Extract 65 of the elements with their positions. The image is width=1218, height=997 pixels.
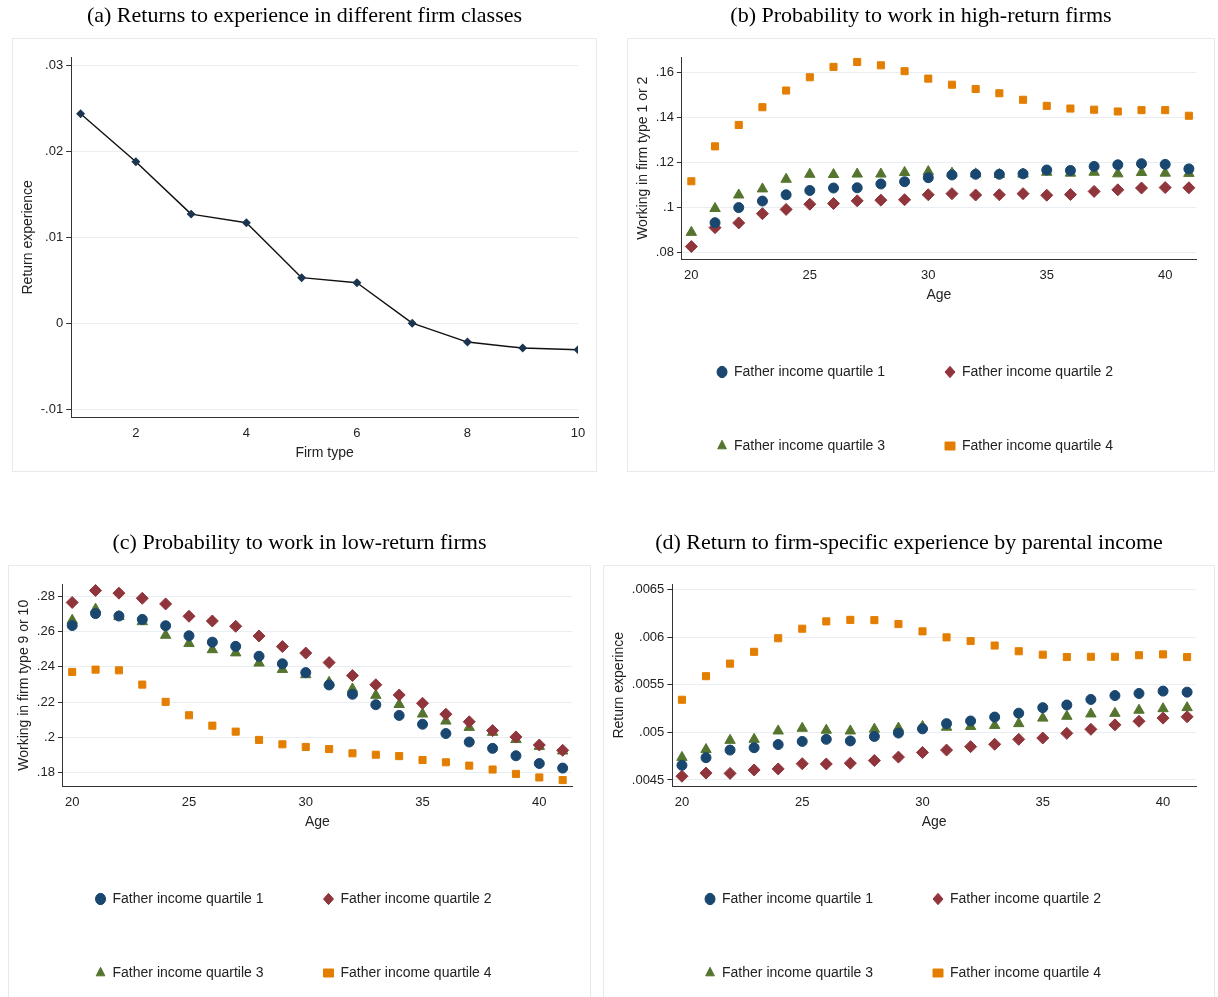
x-tick-label: 25 xyxy=(802,266,818,282)
y-tick-label: .16 xyxy=(655,64,674,80)
legend-label: Father income quartile 4 xyxy=(950,963,1102,980)
legend-label: Father income quartile 1 xyxy=(112,889,264,906)
y-tick-label: 0 xyxy=(55,314,64,330)
x-axis-title: Firm type xyxy=(295,444,354,461)
y-tick-label: -.01 xyxy=(40,400,64,416)
y-tick-label: .1 xyxy=(663,199,674,215)
x-tick-label: 35 xyxy=(1039,266,1054,282)
x-axis-title: Age xyxy=(304,813,331,830)
x-tick-label: 30 xyxy=(921,266,936,282)
x-tick-label: 40 xyxy=(1155,793,1171,809)
legend-label: Father income quartile 1 xyxy=(722,889,874,906)
x-tick-label: 30 xyxy=(915,793,930,809)
x-tick-label: 25 xyxy=(794,793,810,809)
x-tick-label: 40 xyxy=(532,793,547,809)
x-tick-label: 8 xyxy=(463,424,472,440)
y-tick-label: .28 xyxy=(36,587,55,603)
x-tick-label: 4 xyxy=(242,424,251,440)
y-tick-label: .2 xyxy=(44,728,55,744)
y-axis-title: Return experince xyxy=(610,631,627,739)
y-tick-label: .26 xyxy=(36,623,55,639)
legend-label: Father income quartile 3 xyxy=(722,963,874,980)
legend-label: Father income quartile 3 xyxy=(734,436,886,453)
y-tick-label: .006 xyxy=(639,628,665,644)
chart-title: (c) Probability to work in low-return firms xyxy=(111,528,488,556)
x-axis-title: Age xyxy=(926,286,952,303)
chart-title: (a) Returns to experience in different firm classes xyxy=(85,1,524,29)
x-tick-label: 20 xyxy=(64,793,80,809)
y-tick-label: .08 xyxy=(655,244,674,260)
y-tick-label: .01 xyxy=(45,228,64,244)
y-tick-label: .0055 xyxy=(631,676,665,692)
chart-title: (b) Probability to work in high-return firms xyxy=(729,1,1113,29)
y-tick-label: .0065 xyxy=(631,581,665,597)
x-tick-label: 20 xyxy=(674,793,690,809)
x-tick-label: 6 xyxy=(353,424,361,440)
y-tick-label: .24 xyxy=(36,658,55,674)
legend-label: Father income quartile 1 xyxy=(734,362,886,379)
x-tick-label: 35 xyxy=(1035,793,1051,809)
y-axis-title: Return experience xyxy=(19,179,36,295)
legend-label: Father income quartile 2 xyxy=(962,362,1114,379)
y-tick-label: .03 xyxy=(45,57,64,73)
x-tick-label: 10 xyxy=(570,424,586,440)
y-axis-title: Working in firm type 1 or 2 xyxy=(634,76,651,240)
y-tick-label: .02 xyxy=(45,143,64,159)
y-axis-title: Working in firm type 9 or 10 xyxy=(15,599,32,771)
legend-label: Father income quartile 3 xyxy=(112,963,264,980)
x-tick-label: 2 xyxy=(132,424,140,440)
y-tick-label: .005 xyxy=(639,723,665,739)
y-tick-label: .12 xyxy=(655,154,674,170)
legend-label: Father income quartile 2 xyxy=(340,889,492,906)
x-tick-label: 25 xyxy=(181,793,197,809)
y-tick-label: .18 xyxy=(36,764,55,780)
y-tick-label: .14 xyxy=(655,109,674,125)
x-tick-label: 40 xyxy=(1157,266,1173,282)
x-tick-label: 35 xyxy=(415,793,430,809)
chart-title: (d) Return to firm-specific experience by parental income xyxy=(654,528,1164,556)
legend-label: Father income quartile 4 xyxy=(340,963,492,980)
x-axis-title: Age xyxy=(921,813,947,830)
y-tick-label: .0045 xyxy=(631,771,665,787)
legend-label: Father income quartile 4 xyxy=(962,436,1114,453)
x-tick-label: 30 xyxy=(298,793,313,809)
x-tick-label: 20 xyxy=(684,266,699,282)
y-tick-label: .22 xyxy=(36,693,55,709)
legend-label: Father income quartile 2 xyxy=(950,889,1102,906)
